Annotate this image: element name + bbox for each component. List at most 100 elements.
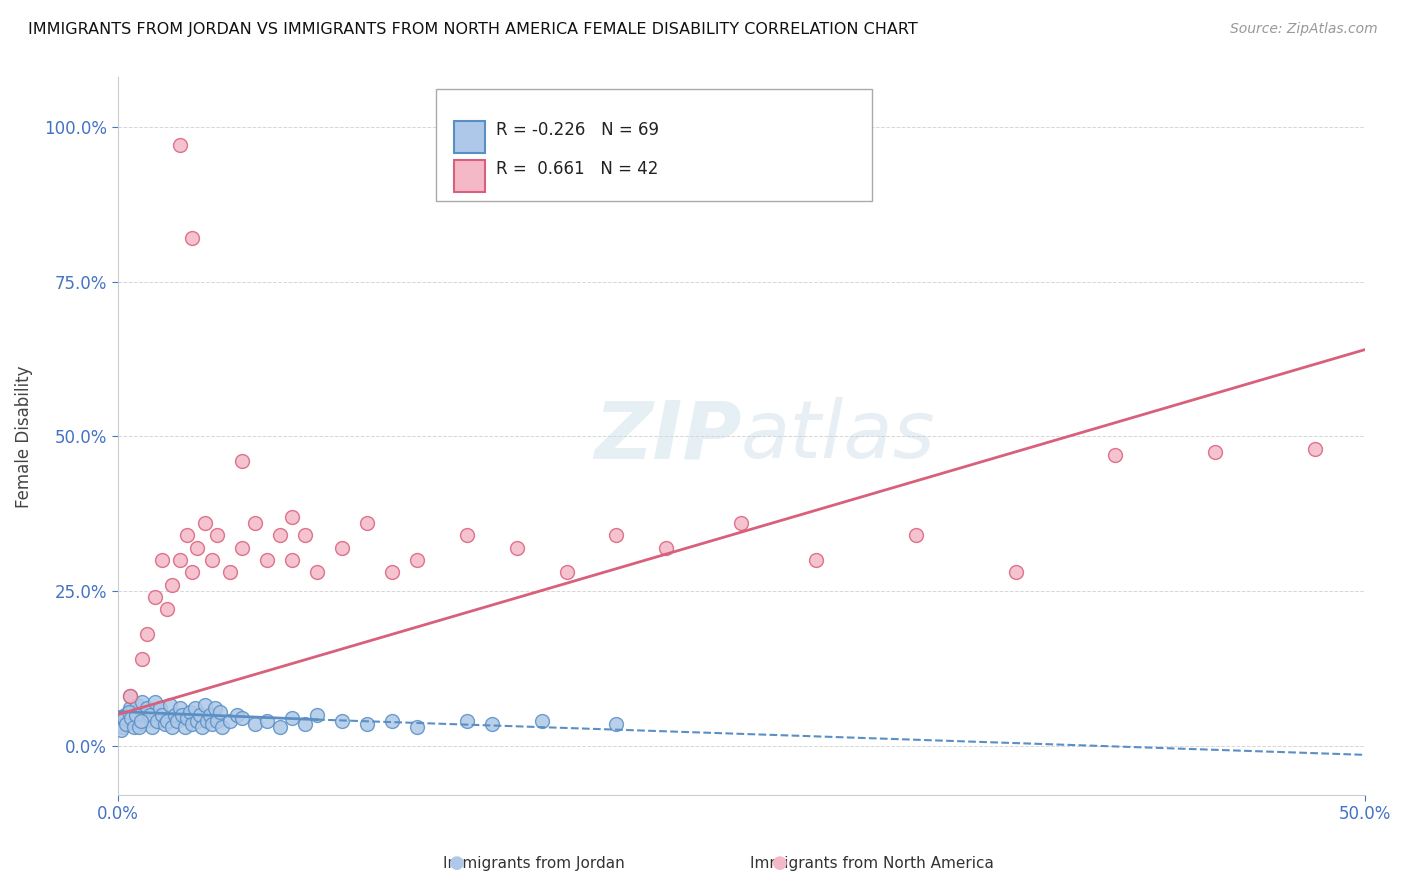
Text: IMMIGRANTS FROM JORDAN VS IMMIGRANTS FROM NORTH AMERICA FEMALE DISABILITY CORREL: IMMIGRANTS FROM JORDAN VS IMMIGRANTS FRO…: [28, 22, 918, 37]
Point: [124, 711, 146, 725]
Point: [149, 701, 172, 715]
Point: [231, 454, 253, 468]
Text: ZIP: ZIP: [593, 397, 741, 475]
Point: [904, 528, 927, 542]
Text: Immigrants from North America: Immigrants from North America: [749, 856, 994, 871]
Point: [163, 707, 186, 722]
Point: [120, 711, 142, 725]
Point: [505, 541, 527, 555]
Point: [256, 714, 278, 728]
Point: [125, 707, 148, 722]
Point: [1303, 442, 1326, 456]
Point: [188, 707, 211, 722]
Point: [605, 717, 627, 731]
Point: [804, 553, 827, 567]
Point: [194, 516, 217, 530]
Point: [294, 717, 316, 731]
Point: [204, 701, 226, 715]
Point: [166, 714, 188, 728]
Point: [181, 566, 204, 580]
Point: [381, 714, 404, 728]
Point: [1104, 448, 1126, 462]
Point: [218, 714, 240, 728]
Point: [176, 528, 198, 542]
Text: Immigrants from Jordan: Immigrants from Jordan: [443, 856, 626, 871]
Point: [115, 717, 138, 731]
Point: [136, 627, 159, 641]
Point: [281, 711, 304, 725]
Point: [184, 701, 207, 715]
Point: [141, 720, 163, 734]
Point: [136, 701, 159, 715]
Point: [456, 528, 478, 542]
Point: [134, 714, 156, 728]
Point: [405, 720, 427, 734]
Point: [169, 701, 191, 715]
Text: R =  0.661   N = 42: R = 0.661 N = 42: [496, 160, 658, 178]
Point: [127, 698, 149, 713]
Point: [330, 714, 353, 728]
Point: [481, 717, 503, 731]
Point: [169, 553, 191, 567]
Point: [456, 714, 478, 728]
Point: [307, 566, 329, 580]
Point: [153, 717, 176, 731]
Point: [118, 689, 141, 703]
Point: [1004, 566, 1026, 580]
Point: [605, 528, 627, 542]
Point: [162, 720, 184, 734]
Point: [181, 231, 204, 245]
Point: [194, 698, 217, 713]
Point: [555, 566, 578, 580]
Point: [111, 720, 134, 734]
Point: [129, 717, 152, 731]
Point: [330, 541, 353, 555]
Point: [211, 720, 233, 734]
Point: [195, 714, 218, 728]
Point: [207, 714, 229, 728]
Point: [129, 714, 152, 728]
Point: [121, 705, 143, 719]
Point: [156, 602, 179, 616]
Point: [256, 553, 278, 567]
Point: [198, 707, 221, 722]
Point: [112, 711, 135, 725]
Point: [1204, 444, 1226, 458]
Point: [179, 705, 201, 719]
Point: [191, 720, 214, 734]
Point: [231, 711, 253, 725]
Text: R = -0.226   N = 69: R = -0.226 N = 69: [496, 120, 659, 138]
Point: [186, 714, 208, 728]
Point: [207, 528, 229, 542]
Point: [243, 717, 266, 731]
Point: [294, 528, 316, 542]
Point: [655, 541, 678, 555]
Point: [143, 590, 166, 604]
Point: [173, 720, 195, 734]
Point: [128, 720, 150, 734]
Point: [530, 714, 553, 728]
Point: [356, 717, 378, 731]
Text: Source: ZipAtlas.com: Source: ZipAtlas.com: [1230, 22, 1378, 37]
Text: ●: ●: [449, 855, 465, 872]
Point: [156, 714, 179, 728]
Point: [117, 714, 139, 728]
Point: [730, 516, 752, 530]
Point: [307, 707, 329, 722]
Point: [226, 707, 249, 722]
Point: [118, 701, 141, 715]
Y-axis label: Female Disability: Female Disability: [15, 365, 32, 508]
Point: [381, 566, 404, 580]
Point: [201, 717, 224, 731]
Point: [143, 695, 166, 709]
Point: [131, 707, 153, 722]
Point: [114, 707, 136, 722]
Point: [172, 707, 194, 722]
Point: [186, 541, 208, 555]
Point: [269, 528, 291, 542]
Point: [131, 652, 153, 666]
Point: [405, 553, 427, 567]
Text: ●: ●: [772, 855, 789, 872]
Point: [152, 553, 174, 567]
Point: [356, 516, 378, 530]
